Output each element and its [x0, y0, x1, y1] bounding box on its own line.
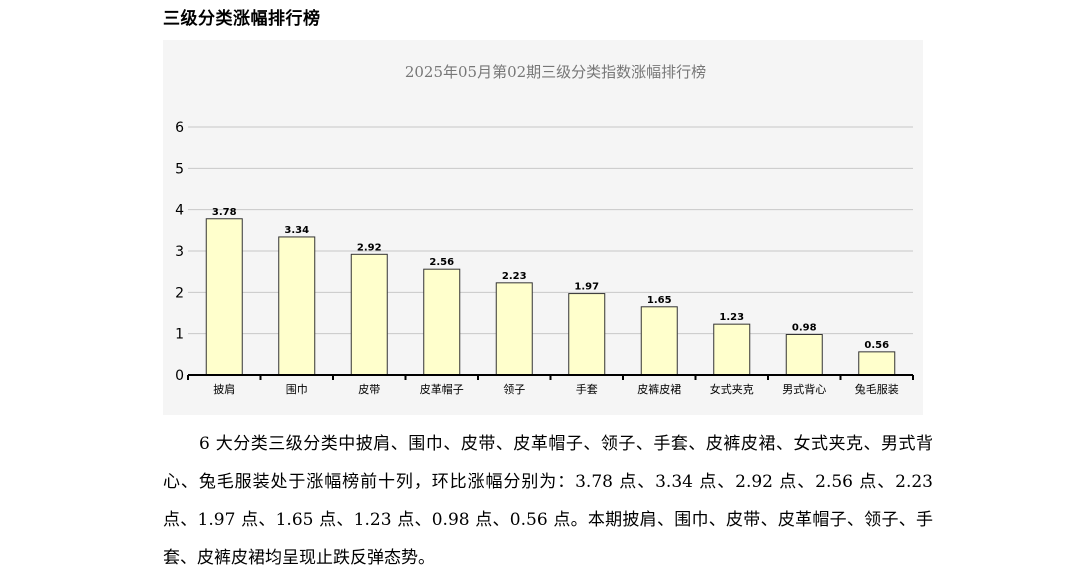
y-tick-label: 2 [175, 285, 184, 301]
data-label: 1.65 [647, 295, 672, 306]
chart-svg: 0 1 2 3 4 5 6 3.78 3.34 2.92 2.56 2.23 1.97 1.65 1.23 0… [175, 120, 914, 396]
y-tick-label: 0 [175, 368, 184, 384]
data-label: 3.34 [284, 225, 309, 236]
x-tick-label: 皮带 [358, 383, 380, 396]
bar [640, 306, 678, 376]
bar-chart: 2025年05月第02期三级分类指数涨幅排行榜 0 1 2 3 4 5 6 3.78 3.34 2… [163, 40, 923, 415]
bar [350, 253, 388, 376]
x-tick-label: 男式背心 [782, 382, 826, 396]
bar [423, 268, 461, 376]
bar [785, 333, 823, 376]
x-tick-label: 领子 [503, 383, 525, 396]
x-tick-label: 皮裤皮裙 [637, 382, 681, 396]
x-tick-label: 手套 [576, 382, 598, 396]
y-tick-label: 3 [175, 244, 184, 260]
bar [713, 323, 751, 376]
bar [568, 293, 606, 376]
data-label: 0.98 [792, 322, 817, 333]
x-tick-label: 皮革帽子 [420, 382, 464, 396]
x-tick-label: 女式夹克 [710, 382, 754, 396]
data-label: 2.23 [502, 271, 527, 282]
bar [278, 236, 316, 376]
x-tick-label: 围巾 [286, 382, 308, 396]
data-label: 0.56 [864, 340, 889, 351]
y-tick-label: 4 [175, 203, 184, 219]
bar [495, 282, 533, 376]
y-tick-label: 1 [175, 327, 184, 343]
data-label: 1.23 [719, 312, 744, 323]
summary-paragraph: 6 大分类三级分类中披肩、围巾、皮带、皮革帽子、领子、手套、皮裤皮裙、女式夹克、… [163, 434, 933, 568]
y-tick-label: 5 [175, 161, 184, 177]
data-label: 2.92 [357, 242, 382, 253]
section-title: 三级分类涨幅排行榜 [163, 9, 321, 29]
data-label: 3.78 [212, 207, 237, 218]
data-label: 2.56 [429, 257, 454, 268]
data-label: 1.97 [574, 282, 599, 293]
y-tick-label: 6 [175, 120, 184, 136]
x-tick-label: 兔毛服装 [855, 382, 899, 396]
chart-title: 2025年05月第02期三级分类指数涨幅排行榜 [404, 63, 707, 81]
bar [205, 218, 243, 376]
bar [858, 351, 896, 376]
x-tick-label: 披肩 [213, 382, 235, 396]
